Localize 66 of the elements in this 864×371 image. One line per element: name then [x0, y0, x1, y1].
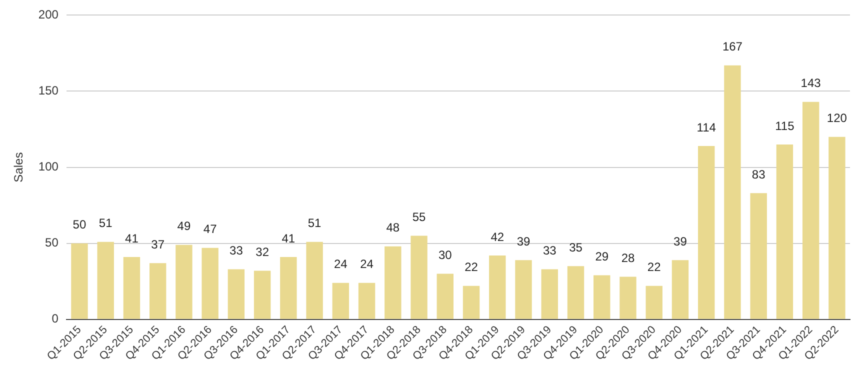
- data-label: 50: [72, 218, 86, 232]
- y-tick-label: 0: [52, 312, 59, 326]
- data-label: 29: [595, 250, 609, 264]
- bar: [358, 282, 376, 319]
- bar: [97, 242, 114, 319]
- bar: [462, 286, 480, 319]
- bar: [724, 65, 741, 319]
- data-label: 51: [308, 216, 322, 230]
- bar: [436, 274, 454, 319]
- data-label: 143: [800, 76, 822, 90]
- bar: [750, 193, 767, 319]
- bar: [698, 146, 715, 319]
- bar: [332, 282, 350, 319]
- bar: [280, 257, 297, 319]
- data-label: 22: [464, 260, 478, 274]
- bar: [410, 236, 428, 319]
- data-label: 33: [230, 244, 244, 258]
- bar: [306, 242, 323, 319]
- y-axis-title: Sales: [12, 152, 26, 182]
- data-label: 37: [151, 237, 165, 252]
- bar: [384, 246, 402, 319]
- bar: [541, 269, 558, 319]
- bar: [228, 269, 245, 319]
- data-label: 28: [621, 251, 635, 266]
- bar: [646, 286, 662, 319]
- data-label: 39: [516, 234, 531, 248]
- data-label: 22: [647, 260, 662, 274]
- bar: [515, 260, 532, 319]
- bar: [176, 244, 192, 319]
- bar: [776, 144, 794, 319]
- data-label: 49: [177, 219, 191, 234]
- data-label: 167: [722, 40, 743, 54]
- data-label: 47: [203, 222, 218, 236]
- data-label: 39: [674, 234, 688, 248]
- bar: [828, 136, 846, 319]
- data-label: 33: [542, 244, 557, 258]
- bar: [620, 276, 636, 319]
- bar: [254, 270, 271, 319]
- data-label: 42: [490, 230, 504, 244]
- data-label: 55: [412, 210, 426, 224]
- data-label: 30: [438, 248, 452, 262]
- bar: [202, 248, 218, 319]
- y-tick-label: 200: [38, 8, 59, 22]
- bar: [123, 257, 140, 319]
- data-label: 35: [569, 240, 583, 254]
- data-label: 41: [125, 231, 139, 246]
- data-label: 24: [334, 257, 348, 272]
- data-label: 120: [826, 111, 848, 126]
- data-label: 83: [752, 167, 766, 182]
- bar: [149, 263, 166, 319]
- bar: [594, 275, 610, 319]
- data-label: 48: [386, 220, 400, 235]
- y-tick-label: 150: [38, 84, 59, 98]
- bar: [802, 102, 820, 319]
- data-label: 32: [256, 245, 270, 260]
- y-tick-label: 100: [38, 160, 59, 174]
- data-label: 24: [360, 257, 374, 272]
- data-label: 115: [775, 118, 795, 133]
- y-tick-label: 50: [45, 236, 59, 250]
- data-label: 51: [98, 216, 113, 230]
- data-label: 41: [282, 231, 296, 246]
- bar: [489, 256, 506, 319]
- bar: [567, 266, 584, 319]
- bar: [672, 260, 689, 319]
- data-label: 114: [696, 120, 716, 134]
- bar: [71, 243, 88, 319]
